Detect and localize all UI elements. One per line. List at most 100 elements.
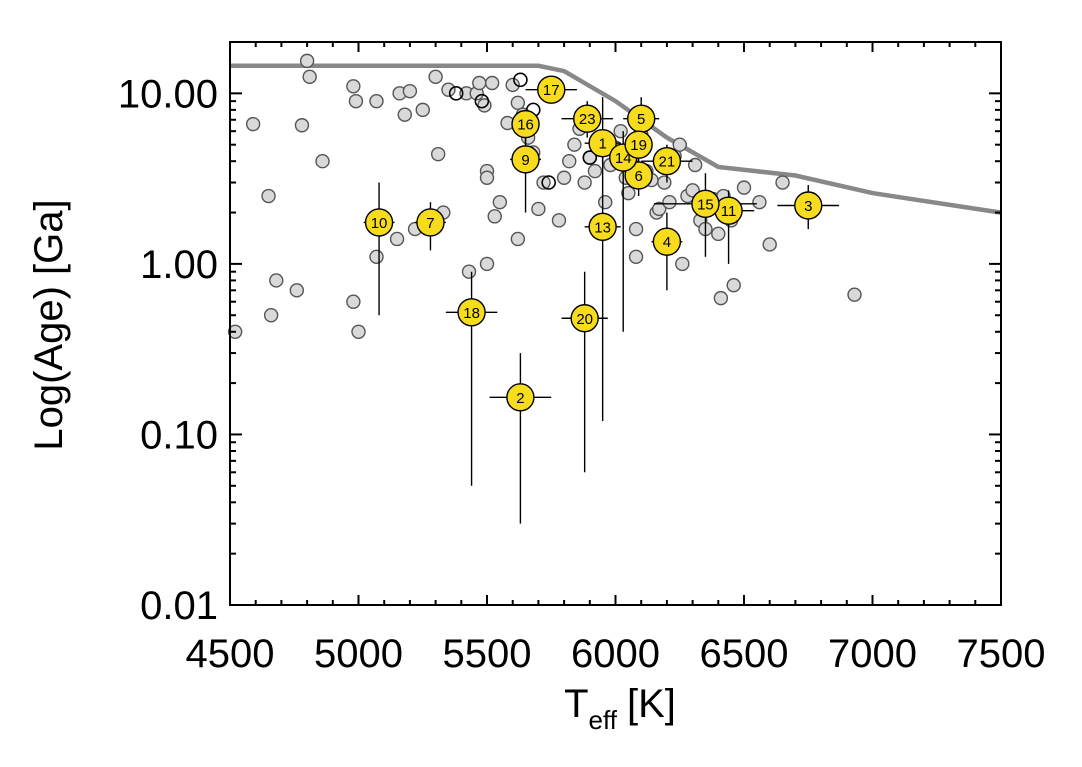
point-label-2: 2 bbox=[516, 390, 524, 407]
point-label-1: 1 bbox=[598, 136, 606, 153]
comparison-point bbox=[587, 163, 603, 179]
comparison-point bbox=[484, 75, 500, 91]
comparison-point bbox=[847, 287, 862, 302]
y-axis-title: Log(Age) [Ga] bbox=[27, 199, 71, 450]
comparison-point bbox=[687, 157, 703, 173]
labelled-point-23 bbox=[573, 104, 602, 133]
comparison-point bbox=[713, 290, 729, 306]
comparison-point bbox=[551, 213, 567, 228]
labelled-point-1 bbox=[588, 129, 617, 158]
comparison-point bbox=[567, 137, 582, 152]
x-tick-label: 7000 bbox=[828, 632, 917, 676]
limit-line bbox=[230, 63, 1002, 215]
comparison-point bbox=[269, 273, 284, 288]
labelled-point-16 bbox=[511, 109, 540, 139]
open-point bbox=[541, 175, 556, 190]
labelled-point-19 bbox=[624, 130, 653, 159]
point-label-9: 9 bbox=[521, 152, 529, 169]
comparison-point bbox=[294, 118, 310, 133]
comparison-point bbox=[479, 256, 495, 272]
point-label-17: 17 bbox=[543, 82, 560, 99]
point-label-11: 11 bbox=[721, 203, 737, 220]
ticks-layer: 4500 5000 5500 6000 6500 7000 7500 0.01 0.10 1.00… bbox=[118, 41, 1046, 676]
x-tick-label: 7500 bbox=[957, 632, 1046, 676]
labelled-point-21 bbox=[652, 147, 682, 176]
comparison-point bbox=[775, 175, 790, 190]
comparison-point bbox=[505, 77, 520, 93]
comparison-point bbox=[389, 231, 405, 247]
comparison-point bbox=[245, 116, 261, 132]
point-label-13: 13 bbox=[594, 219, 611, 236]
point-label-18: 18 bbox=[463, 305, 480, 322]
comparison-point bbox=[369, 249, 384, 265]
limit-layer bbox=[230, 63, 1002, 215]
point-label-21: 21 bbox=[659, 154, 676, 171]
comparison-point bbox=[430, 146, 446, 162]
comparison-point bbox=[577, 175, 592, 190]
comparison-point bbox=[487, 209, 502, 224]
y-tick-label: 1.00 bbox=[140, 243, 218, 287]
comparison-point bbox=[562, 154, 577, 169]
labelled-point-20 bbox=[570, 304, 599, 333]
comparison-point bbox=[346, 79, 361, 94]
x-axis-title-subscript: eff bbox=[589, 705, 618, 735]
comparison-point bbox=[556, 170, 572, 185]
comparison-point bbox=[662, 195, 677, 210]
comparison-point bbox=[531, 201, 546, 217]
comparison-point bbox=[479, 170, 495, 185]
x-tick-label: 5000 bbox=[314, 632, 403, 676]
y-tick-label: 0.10 bbox=[140, 413, 218, 457]
comparison-point bbox=[263, 308, 279, 323]
labelled-point-17 bbox=[537, 75, 566, 104]
point-label-4: 4 bbox=[663, 234, 671, 251]
comparison-point bbox=[441, 82, 456, 97]
comparison-point bbox=[726, 278, 741, 293]
comparison-point bbox=[736, 180, 752, 195]
x-tick-label: 4500 bbox=[186, 632, 275, 676]
x-tick-label: 6000 bbox=[571, 632, 660, 676]
point-label-6: 6 bbox=[634, 168, 642, 185]
x-axis-title-unit: [K] bbox=[627, 682, 676, 726]
comparison-point bbox=[369, 93, 384, 109]
comparison-point bbox=[472, 75, 487, 91]
y-tick-label: 10.00 bbox=[118, 72, 218, 116]
comparison-point bbox=[346, 294, 361, 309]
labelled-point-3 bbox=[794, 191, 823, 220]
open-point bbox=[513, 72, 528, 88]
comparison-point bbox=[402, 83, 418, 99]
open-point bbox=[474, 93, 490, 109]
comparison-point bbox=[711, 226, 726, 242]
comparison-point bbox=[302, 69, 317, 85]
labelled-point-7 bbox=[416, 208, 445, 237]
comparison-point bbox=[510, 95, 526, 111]
point-label-16: 16 bbox=[517, 117, 534, 134]
comparison-point bbox=[415, 102, 430, 118]
comparison-point bbox=[762, 237, 777, 252]
comparison-point bbox=[651, 201, 667, 217]
y-tick-label: 0.01 bbox=[140, 584, 218, 628]
point-label-7: 7 bbox=[426, 215, 434, 232]
comparison-point bbox=[461, 264, 477, 279]
open-point bbox=[448, 86, 464, 101]
point-label-5: 5 bbox=[637, 111, 645, 128]
comparison-point bbox=[428, 69, 443, 85]
point-label-20: 20 bbox=[576, 311, 593, 328]
labelled-point-9 bbox=[511, 145, 540, 174]
labelled-point-13 bbox=[588, 212, 617, 242]
comparison-point bbox=[492, 195, 508, 210]
comparison-point bbox=[598, 195, 613, 210]
point-label-23: 23 bbox=[579, 111, 596, 128]
x-axis-title-main: T bbox=[564, 682, 588, 726]
comparison-point bbox=[351, 324, 366, 339]
point-label-10: 10 bbox=[371, 215, 388, 232]
point-label-19: 19 bbox=[630, 137, 647, 154]
labelled-point-18 bbox=[457, 298, 486, 327]
point-label-14: 14 bbox=[615, 150, 632, 167]
labelled-point-15 bbox=[691, 189, 720, 219]
comparison-point bbox=[657, 175, 672, 190]
comparison-point bbox=[613, 123, 628, 139]
comparison-point bbox=[299, 53, 315, 69]
x-axis-title: Teff [K] bbox=[564, 682, 676, 735]
